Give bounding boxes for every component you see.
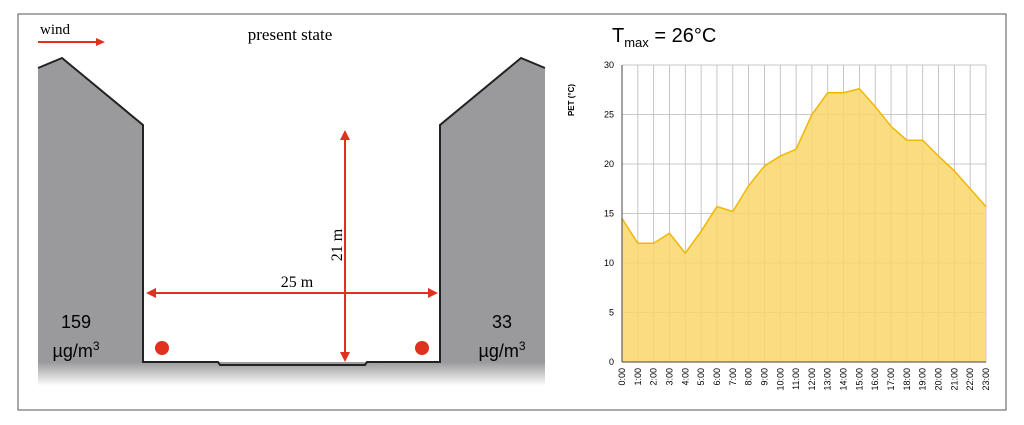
diagram-title: present state [248, 25, 333, 44]
wind-label: wind [40, 22, 71, 38]
left-building [38, 58, 143, 362]
arrowhead [340, 130, 350, 140]
plot: 0 5 10 15 20 25 30 0:00 1:00 2:00 3:00 4:00 5:00 6:00… [604, 60, 991, 391]
x-tick-label: 15:00 [854, 368, 864, 391]
x-tick-label: 12:00 [807, 368, 817, 391]
street-diagram: wind present state 21 m 25 m 159 µg/m3 3… [37, 22, 546, 386]
right-unit: µg/m3 [478, 339, 525, 361]
x-tick-label: 18:00 [902, 368, 912, 391]
arrowhead [428, 288, 438, 298]
unit: µg/m [478, 341, 518, 361]
wind-arrowhead [96, 38, 105, 46]
arrowhead [146, 288, 156, 298]
x-tick-label: 19:00 [918, 368, 928, 391]
unit-sup: 3 [93, 339, 100, 353]
x-tick-label: 14:00 [839, 368, 849, 391]
title-sub: max [624, 35, 649, 50]
x-tick-label: 10:00 [775, 368, 785, 391]
x-tick-label: 2:00 [649, 368, 659, 386]
frame [17, 13, 1007, 411]
x-tick-label: 6:00 [712, 368, 722, 386]
area [622, 88, 986, 362]
y-tick-label: 20 [604, 159, 614, 169]
title-part: T [612, 25, 624, 47]
title-part: = 26°C [649, 25, 716, 47]
x-tick-label: 4:00 [680, 368, 690, 386]
y-axis-label: PET (°C) [567, 84, 576, 116]
line [621, 87, 987, 255]
unit: µg/m [52, 341, 92, 361]
unit-sup: 3 [519, 339, 526, 353]
right-building [440, 58, 545, 362]
right-value: 33 [492, 312, 512, 332]
x-tick-label: 20:00 [934, 368, 944, 391]
x-tick-label: 3:00 [664, 368, 674, 386]
x-tick-label: 13:00 [823, 368, 833, 391]
x-tick-label: 1:00 [633, 368, 643, 386]
chart-title: Tmax = 26°C [612, 25, 716, 50]
x-tick-label: 22:00 [965, 368, 975, 391]
y-tick-label: 25 [604, 110, 614, 120]
outline [37, 56, 546, 366]
y-tick-label: 0 [609, 357, 614, 367]
x-tick-label: 9:00 [759, 368, 769, 386]
y-tick-label: 10 [604, 258, 614, 268]
width-label: 25 m [281, 274, 314, 291]
left-unit: µg/m3 [52, 339, 99, 361]
y-tick-label: 30 [604, 60, 614, 70]
x-tick-label: 21:00 [949, 368, 959, 391]
arrowhead [340, 352, 350, 362]
x-tick-label: 0:00 [617, 368, 627, 386]
x-tick-label: 17:00 [886, 368, 896, 391]
x-tick-label: 5:00 [696, 368, 706, 386]
x-tick-label: 8:00 [744, 368, 754, 386]
y-tick-label: 5 [609, 308, 614, 318]
x-tick-label: 16:00 [870, 368, 880, 391]
x-tick-label: 23:00 [981, 368, 991, 391]
y-tick-label: 15 [604, 209, 614, 219]
sensor-dot [415, 341, 429, 355]
height-label: 21 m [329, 228, 346, 261]
left-value: 159 [61, 312, 91, 332]
sensor-dot [155, 341, 169, 355]
x-tick-label: 11:00 [791, 368, 801, 390]
x-tick-label: 7:00 [728, 368, 738, 386]
